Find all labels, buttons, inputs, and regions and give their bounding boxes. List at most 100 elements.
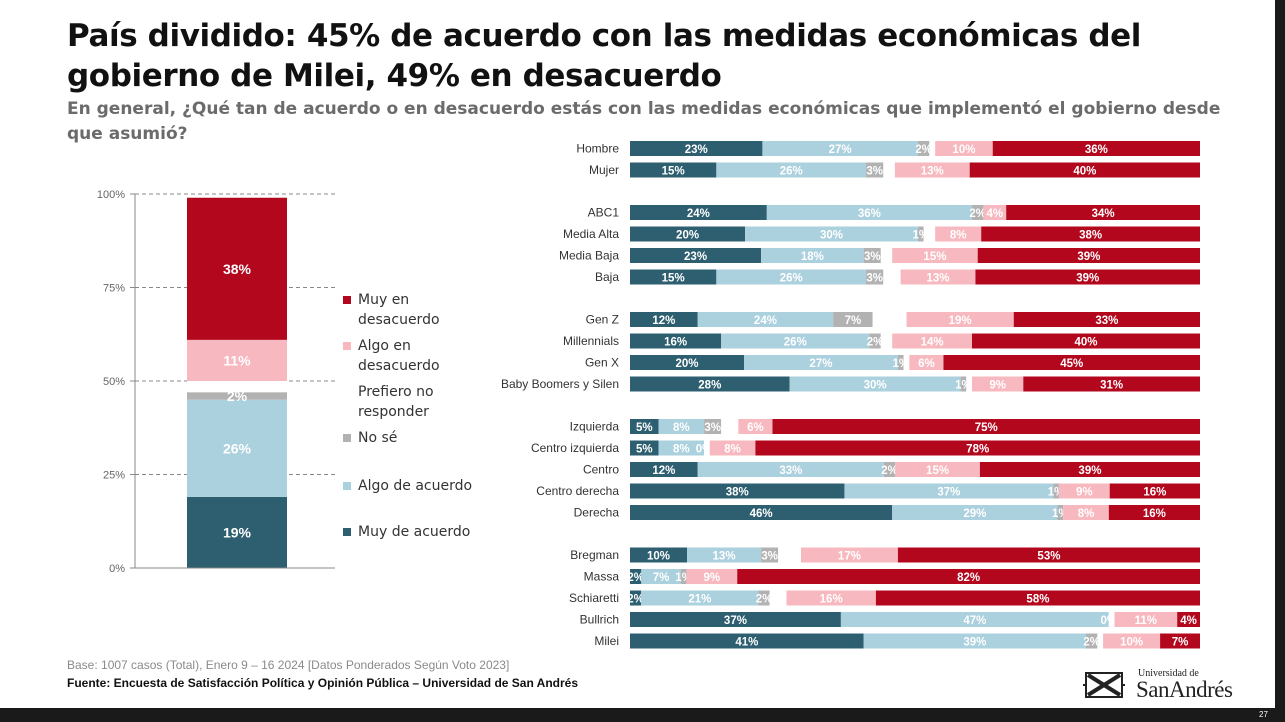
bar-value-label: 39% — [1077, 251, 1100, 263]
bar-segment-algo_desacuerdo — [786, 590, 876, 606]
bar-segment-algo_acuerdo — [762, 141, 918, 156]
bar-value-label: 28% — [698, 380, 721, 392]
y-tick-label: 0% — [109, 563, 125, 575]
bar-value-label: 26% — [780, 166, 803, 178]
logo-big-text: SanAndrés — [1136, 677, 1233, 702]
bar-value-label: 16% — [664, 337, 687, 349]
bar-segment-algo_acuerdo — [892, 505, 1058, 520]
bar-segment-algo_acuerdo — [658, 419, 705, 434]
bar-value-label: 33% — [779, 465, 802, 477]
bar-segment-algo_acuerdo — [863, 633, 1086, 649]
bar-segment-no_se — [758, 590, 770, 606]
total-bar-segment-muy_acuerdo — [187, 496, 287, 568]
bar-segment-muy_acuerdo — [630, 312, 698, 327]
total-bar-label: 26% — [223, 440, 252, 456]
bar-segment-muy_desacuerdo — [1109, 483, 1200, 499]
bar-segment-algo_desacuerdo — [895, 462, 980, 477]
bar-segment-no_se — [883, 462, 896, 477]
bar-value-label: 3% — [761, 551, 778, 563]
bar-value-label: 41% — [735, 637, 758, 649]
bar-segment-algo_desacuerdo — [909, 355, 944, 370]
total-bar-label: 19% — [223, 524, 252, 540]
bar-value-label: 2% — [627, 572, 644, 584]
bar-value-label: 15% — [923, 251, 946, 263]
bar-value-label: 3% — [864, 251, 881, 263]
bar-value-label: 2% — [1083, 637, 1100, 649]
row-label: Baby Boomers y Silen — [501, 377, 619, 391]
total-bar-label: 38% — [223, 261, 252, 277]
bar-segment-muy_acuerdo — [630, 505, 893, 520]
bar-value-label: 7% — [1172, 637, 1189, 649]
bar-value-label: 24% — [754, 315, 777, 327]
row-label: Centro — [583, 463, 619, 477]
bar-value-label: 18% — [801, 251, 824, 263]
bar-value-label: 30% — [820, 230, 843, 242]
san-andres-crest-icon — [1083, 672, 1125, 698]
total-bar-segment-algo_acuerdo — [187, 399, 287, 497]
bar-value-label: 37% — [724, 615, 747, 627]
bar-value-label: 6% — [918, 358, 935, 370]
bar-segment-algo_desacuerdo — [686, 569, 738, 584]
row-label: Milei — [594, 634, 619, 648]
legend-label: Muy en desacuerdo — [358, 292, 440, 328]
bar-segment-no_se — [1057, 505, 1064, 520]
row-label: Derecha — [574, 506, 620, 520]
bar-segment-algo_acuerdo — [687, 547, 762, 563]
bar-segment-muy_acuerdo — [630, 376, 790, 392]
bar-value-label: 40% — [1073, 166, 1096, 178]
bar-segment-prefiero — [721, 419, 739, 434]
bar-segment-muy_desacuerdo — [772, 419, 1200, 434]
bar-segment-muy_desacuerdo — [1006, 205, 1200, 220]
bar-value-label: 16% — [1143, 508, 1166, 520]
total-bar-label: 11% — [223, 352, 251, 368]
bar-value-label: 4% — [986, 208, 1003, 220]
total-bar-segment-muy_desacuerdo — [187, 197, 287, 340]
bar-segment-algo_acuerdo — [641, 569, 681, 584]
slide: País dividido: 45% de acuerdo con las me… — [0, 0, 1275, 708]
bar-segment-muy_desacuerdo — [981, 226, 1200, 242]
bar-segment-prefiero — [929, 141, 936, 156]
bar-value-label: 39% — [963, 637, 986, 649]
total-stacked-chart: 0%25%50%75%100%19%26%2%11%38% — [97, 189, 335, 575]
bar-segment-prefiero — [704, 440, 710, 456]
bar-segment-algo_desacuerdo — [894, 162, 970, 178]
bar-value-label: 10% — [1120, 637, 1143, 649]
bar-segment-algo_desacuerdo — [1114, 612, 1178, 627]
bar-value-label: 17% — [838, 551, 861, 563]
bar-segment-no_se — [863, 248, 881, 263]
bar-segment-no_se — [1086, 633, 1098, 649]
row-label: Hombre — [576, 142, 619, 156]
bar-value-label: 10% — [952, 144, 975, 156]
bar-value-label: 27% — [829, 144, 852, 156]
bar-value-label: 27% — [809, 358, 832, 370]
bar-segment-muy_acuerdo — [630, 248, 762, 263]
bar-segment-prefiero — [966, 376, 972, 392]
total-bar-segment-no_se — [187, 392, 287, 400]
y-tick-label: 50% — [103, 376, 125, 388]
page-number: 27 — [1259, 710, 1268, 719]
bar-value-label: 4% — [1180, 615, 1197, 627]
bar-value-label: 2% — [969, 208, 986, 220]
bar-value-label: 31% — [1100, 380, 1123, 392]
bar-segment-algo_acuerdo — [766, 205, 972, 220]
bar-value-label: 2% — [867, 337, 884, 349]
legend-swatch — [343, 434, 351, 442]
bar-segment-algo_desacuerdo — [801, 547, 898, 563]
bar-segment-algo_acuerdo — [658, 440, 705, 456]
bar-segment-muy_desacuerdo — [1108, 505, 1200, 520]
bar-value-label: 40% — [1074, 337, 1097, 349]
row-label: Bullrich — [580, 613, 619, 627]
bar-segment-no_se — [1053, 483, 1059, 499]
bar-value-label: 38% — [1079, 230, 1102, 242]
total-bar-segment-algo_desacuerdo — [187, 339, 287, 381]
bar-value-label: 3% — [866, 166, 883, 178]
legend-swatch — [343, 528, 351, 536]
bar-segment-muy_desacuerdo — [1013, 312, 1200, 327]
bar-value-label: 5% — [636, 422, 653, 434]
bar-segment-prefiero — [778, 547, 801, 563]
segment-bar-chart: Hombre 23% 27% 2% 10% 36%Mujer 15% 26% 3% 13% 40%A… — [501, 141, 1200, 649]
legend-label: Algo de acuerdo — [358, 478, 473, 494]
bar-segment-muy_desacuerdo — [992, 141, 1200, 156]
bar-segment-no_se — [972, 205, 984, 220]
bar-segment-algo_desacuerdo — [906, 312, 1014, 327]
